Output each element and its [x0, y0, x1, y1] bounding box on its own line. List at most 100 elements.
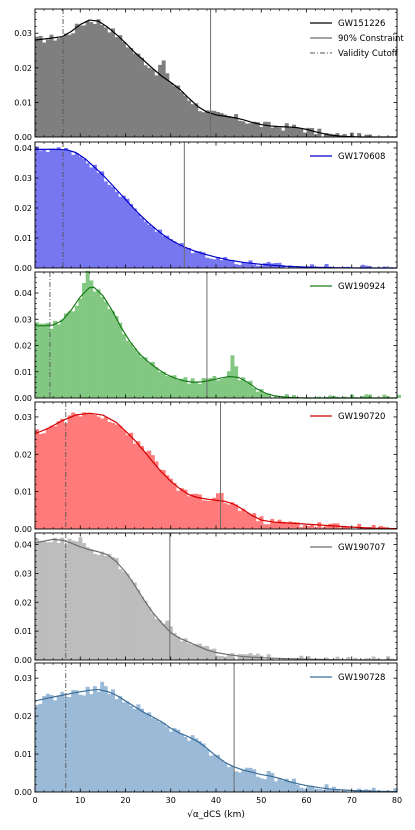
histogram-bar	[176, 85, 181, 137]
histogram-bar	[226, 653, 231, 660]
histogram-bar	[284, 522, 289, 529]
panels-group: 0.00 0.01 0.02 0.03 GW151226 90% Constraint Va…	[14, 8, 404, 805]
histogram-bar	[244, 767, 249, 792]
histogram-bar	[270, 518, 275, 529]
histogram-bar	[216, 257, 220, 268]
histogram-bar	[183, 95, 188, 137]
histogram-bar	[92, 686, 97, 792]
y-tick-label: 0.02	[14, 712, 32, 721]
histogram-bar	[67, 34, 72, 138]
histogram-bar	[364, 265, 369, 268]
histogram-bar	[219, 379, 224, 398]
histogram-bar	[179, 733, 184, 792]
histogram-bar	[121, 195, 126, 268]
histogram-bar	[35, 538, 39, 660]
histogram-bar	[324, 525, 329, 529]
histogram-bar	[96, 554, 101, 660]
histogram-bar	[306, 127, 311, 137]
histogram-bar	[237, 772, 242, 792]
y-tick-label: 0.03	[14, 674, 32, 683]
histogram-bar	[56, 421, 61, 529]
histogram-bar	[237, 264, 242, 268]
histogram-bar	[71, 412, 76, 529]
histogram-bar	[320, 789, 325, 792]
y-tick-label: 0.02	[14, 204, 32, 213]
y-tick-label: 0.04	[14, 289, 32, 298]
histogram-bar	[96, 691, 101, 792]
histogram-bar	[237, 380, 242, 398]
histogram-bar	[270, 772, 275, 792]
histogram-bar	[266, 524, 271, 529]
histogram-bar	[194, 644, 199, 660]
histogram-bar	[67, 151, 72, 268]
histogram-bar	[118, 569, 123, 660]
histogram-bar	[317, 396, 322, 398]
x-tick-label: 50	[256, 796, 266, 805]
histogram-bar	[74, 305, 79, 398]
y-tick-label: 0.01	[14, 750, 32, 759]
histogram-bar	[194, 493, 199, 529]
x-tick-label: 60	[301, 796, 311, 805]
histogram-bar	[165, 235, 170, 268]
histogram-bar	[78, 537, 83, 660]
histogram-bar	[38, 433, 43, 529]
histogram-bar	[277, 778, 282, 792]
histogram-bar	[292, 522, 296, 529]
histogram-bar	[158, 469, 163, 529]
histogram-bar	[187, 740, 192, 792]
histogram-bar	[212, 754, 217, 792]
y-tick-label: 0.00	[14, 394, 32, 403]
histogram-bar	[45, 152, 50, 268]
histogram-bar	[118, 425, 123, 529]
histogram-bar	[342, 134, 347, 137]
histogram-bar	[382, 266, 387, 268]
histogram-bar	[38, 703, 43, 792]
histogram-bar	[299, 527, 304, 529]
y-tick-label: 0.00	[14, 788, 32, 797]
y-tick-label: 0.00	[14, 656, 32, 665]
histogram-bar	[63, 147, 68, 268]
panel-gw190924: 0.00 0.01 0.02 0.03 0.04 GW190924	[14, 270, 401, 403]
histogram-bar	[136, 53, 141, 137]
histogram-bar	[197, 251, 202, 268]
histogram-bar	[320, 527, 325, 529]
histogram-bar	[165, 73, 170, 137]
histogram-bar	[168, 375, 173, 398]
histogram-bar	[324, 133, 329, 137]
histogram-bar	[143, 221, 148, 268]
histogram-bar	[248, 260, 253, 268]
histogram-bar	[154, 618, 159, 660]
histogram-bar	[107, 32, 112, 137]
histogram-bar	[92, 23, 97, 138]
histogram-bar	[78, 694, 83, 792]
histogram-bar	[216, 380, 220, 398]
y-tick-label: 0.01	[14, 98, 32, 107]
histogram-bar	[201, 378, 206, 398]
histogram-bar	[82, 158, 87, 268]
histogram-bar	[244, 512, 249, 529]
histogram-bar	[190, 253, 195, 268]
histogram-bar	[107, 309, 112, 398]
kde-curve	[34, 688, 398, 793]
histogram-bar	[230, 653, 235, 660]
histogram-bar	[67, 415, 72, 529]
y-tick-label: 0.03	[14, 413, 32, 422]
histogram-bar	[136, 441, 141, 529]
histogram-bar	[132, 208, 137, 268]
histogram-bar	[360, 396, 365, 398]
histogram-bar	[150, 226, 155, 268]
histogram-bar	[49, 694, 54, 792]
histogram-bar	[288, 127, 293, 137]
histogram-bar	[208, 258, 213, 268]
histogram-bar	[342, 525, 347, 529]
panel-gw190728: 0 10 20 30 40 50 60 70 80 0.00 0.01 0.02 0.03 GW19072…	[14, 662, 402, 805]
histogram-bar	[197, 494, 202, 529]
histogram-bar	[216, 655, 220, 660]
histogram-bar	[103, 417, 108, 529]
histogram-bar	[205, 110, 210, 137]
x-tick-label: 20	[120, 796, 130, 805]
histogram-bar	[139, 57, 144, 137]
histogram-bar	[38, 150, 43, 268]
histogram-bar	[183, 377, 188, 398]
